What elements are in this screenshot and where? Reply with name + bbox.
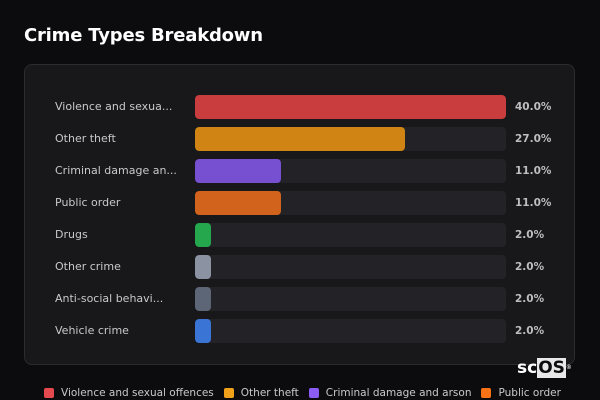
bar-row: Vehicle crime 2.0% [25, 319, 574, 343]
bar-label: Other theft [55, 132, 116, 145]
registered-mark: ® [565, 364, 572, 371]
bar-track [195, 95, 506, 119]
legend-label: Public order [498, 387, 561, 399]
legend-label: Criminal damage and arson [325, 387, 472, 399]
bar-track [195, 287, 506, 311]
bar-value: 11.0% [515, 165, 552, 177]
bar-label: Anti-social behavi... [55, 292, 164, 305]
bar-value: 2.0% [515, 325, 545, 337]
bar-track [195, 127, 506, 151]
bar-value: 2.0% [515, 261, 545, 273]
bar-track [195, 255, 506, 279]
bar-label: Drugs [55, 228, 88, 241]
bar-fill[interactable] [195, 319, 211, 343]
legend-swatch-icon [44, 388, 54, 398]
bar-fill[interactable] [195, 127, 405, 151]
bar-value: 11.0% [515, 197, 552, 209]
legend-swatch-icon [481, 388, 492, 398]
bar-value: 27.0% [515, 133, 552, 145]
bar-row: Violence and sexua... 40.0% [25, 95, 574, 119]
bar-row: Drugs 2.0% [25, 223, 574, 247]
chart-panel: Violence and sexua... 40.0% Other theft … [24, 64, 575, 365]
legend-swatch-icon [308, 388, 319, 398]
bar-fill[interactable] [195, 159, 281, 183]
bar-row: Anti-social behavi... 2.0% [25, 287, 574, 311]
bar-label: Other crime [55, 260, 121, 273]
bar-value: 2.0% [515, 229, 545, 241]
bar-label: Violence and sexua... [55, 100, 173, 113]
chart-title: Crime Types Breakdown [24, 25, 263, 46]
legend-item[interactable]: Public order [481, 387, 561, 399]
bar-label: Criminal damage an... [55, 164, 177, 177]
bar-track [195, 191, 506, 215]
legend-item[interactable]: Criminal damage and arson [308, 387, 472, 399]
bar-row: Criminal damage an... 11.0% [25, 159, 574, 183]
bar-track [195, 223, 506, 247]
bar-row: Other theft 27.0% [25, 127, 574, 151]
bar-row: Other crime 2.0% [25, 255, 574, 279]
legend-item[interactable]: Other theft [223, 387, 299, 399]
bar-fill[interactable] [195, 223, 211, 247]
bar-fill[interactable] [195, 191, 281, 215]
bar-fill[interactable] [195, 255, 211, 279]
bar-fill[interactable] [195, 95, 506, 119]
bar-track [195, 319, 506, 343]
legend-item[interactable]: Violence and sexual offences [44, 387, 214, 399]
bar-label: Vehicle crime [55, 324, 129, 337]
bar-row: Public order 11.0% [25, 191, 574, 215]
legend-swatch-icon [223, 388, 234, 398]
bar-label: Public order [55, 196, 121, 209]
chart-legend: Violence and sexual offences Other theft… [44, 386, 571, 400]
legend-label: Violence and sexual offences [61, 387, 214, 399]
logo-prefix: sc [517, 358, 538, 378]
scos-logo: scOS® [517, 358, 572, 378]
bar-value: 2.0% [515, 293, 545, 305]
legend-label: Other theft [240, 387, 299, 399]
bar-track [195, 159, 506, 183]
logo-highlight: OS [537, 358, 566, 378]
bar-fill[interactable] [195, 287, 211, 311]
bar-value: 40.0% [515, 101, 552, 113]
